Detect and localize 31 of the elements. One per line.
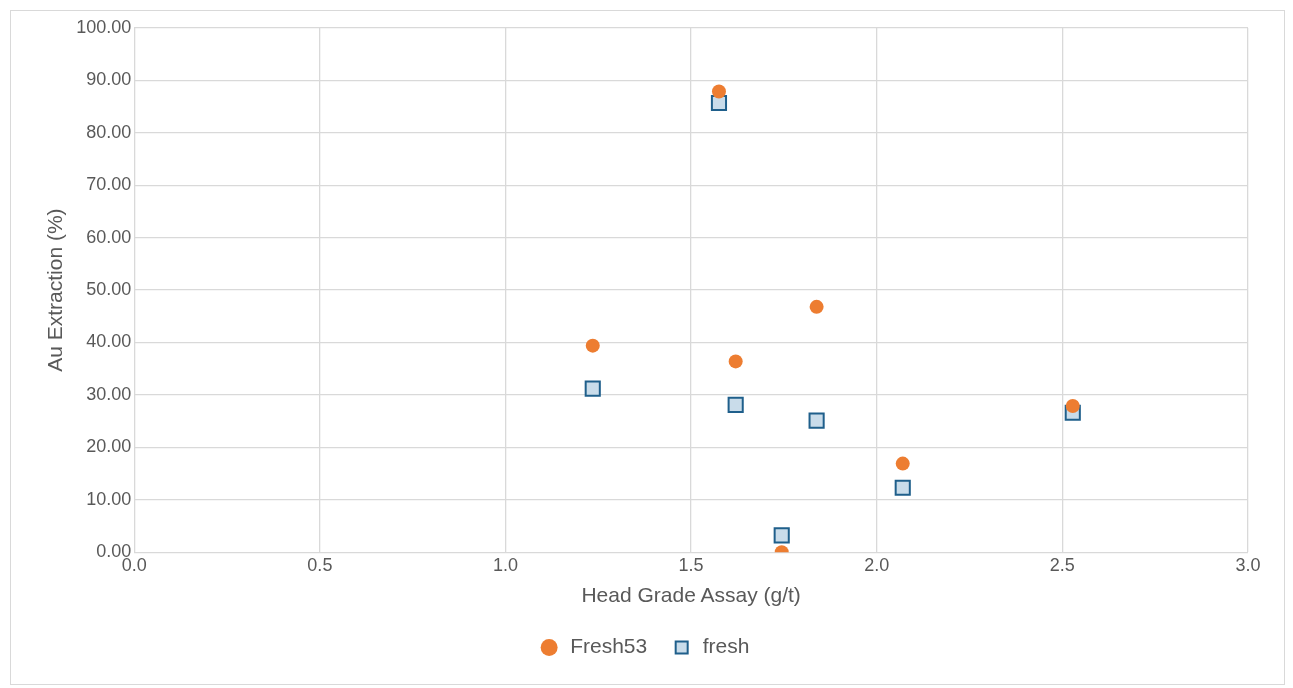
x-tick-label: 1.5 bbox=[678, 554, 704, 575]
x-tick-label: 2.5 bbox=[1049, 554, 1075, 575]
y-tick-label: 80.00 bbox=[86, 121, 132, 142]
point bbox=[585, 338, 600, 353]
y-tick-label: 50.00 bbox=[86, 279, 132, 300]
x-tick-label: 0.5 bbox=[307, 554, 333, 575]
point bbox=[711, 84, 726, 99]
point bbox=[894, 479, 911, 496]
y-tick-label: 20.00 bbox=[86, 436, 132, 457]
point bbox=[895, 456, 910, 471]
y-tick-label: 60.00 bbox=[86, 226, 132, 247]
point bbox=[727, 396, 744, 413]
legend-label: Fresh53 bbox=[570, 634, 648, 658]
y-tick-label: 100.00 bbox=[76, 16, 132, 37]
x-tick-label: 1.0 bbox=[492, 554, 519, 575]
point bbox=[808, 412, 825, 429]
y-tick-label: 40.00 bbox=[86, 331, 132, 352]
point bbox=[1065, 398, 1080, 413]
x-tick-label: 2.0 bbox=[864, 554, 890, 575]
x-axis-title: Head Grade Assay (g/t) bbox=[581, 583, 801, 607]
point bbox=[773, 527, 790, 544]
x-tick-label: 3.0 bbox=[1235, 554, 1261, 575]
y-tick-label: 70.00 bbox=[86, 174, 132, 195]
point bbox=[728, 354, 743, 369]
y-tick-label: 90.00 bbox=[86, 69, 132, 90]
y-tick-label: 30.00 bbox=[86, 383, 132, 404]
legend-label: fresh bbox=[702, 634, 750, 658]
point bbox=[809, 299, 824, 314]
y-tick-label: 10.00 bbox=[86, 488, 132, 509]
point bbox=[584, 380, 601, 397]
y-axis-title: Au Extraction (%) bbox=[43, 208, 67, 372]
